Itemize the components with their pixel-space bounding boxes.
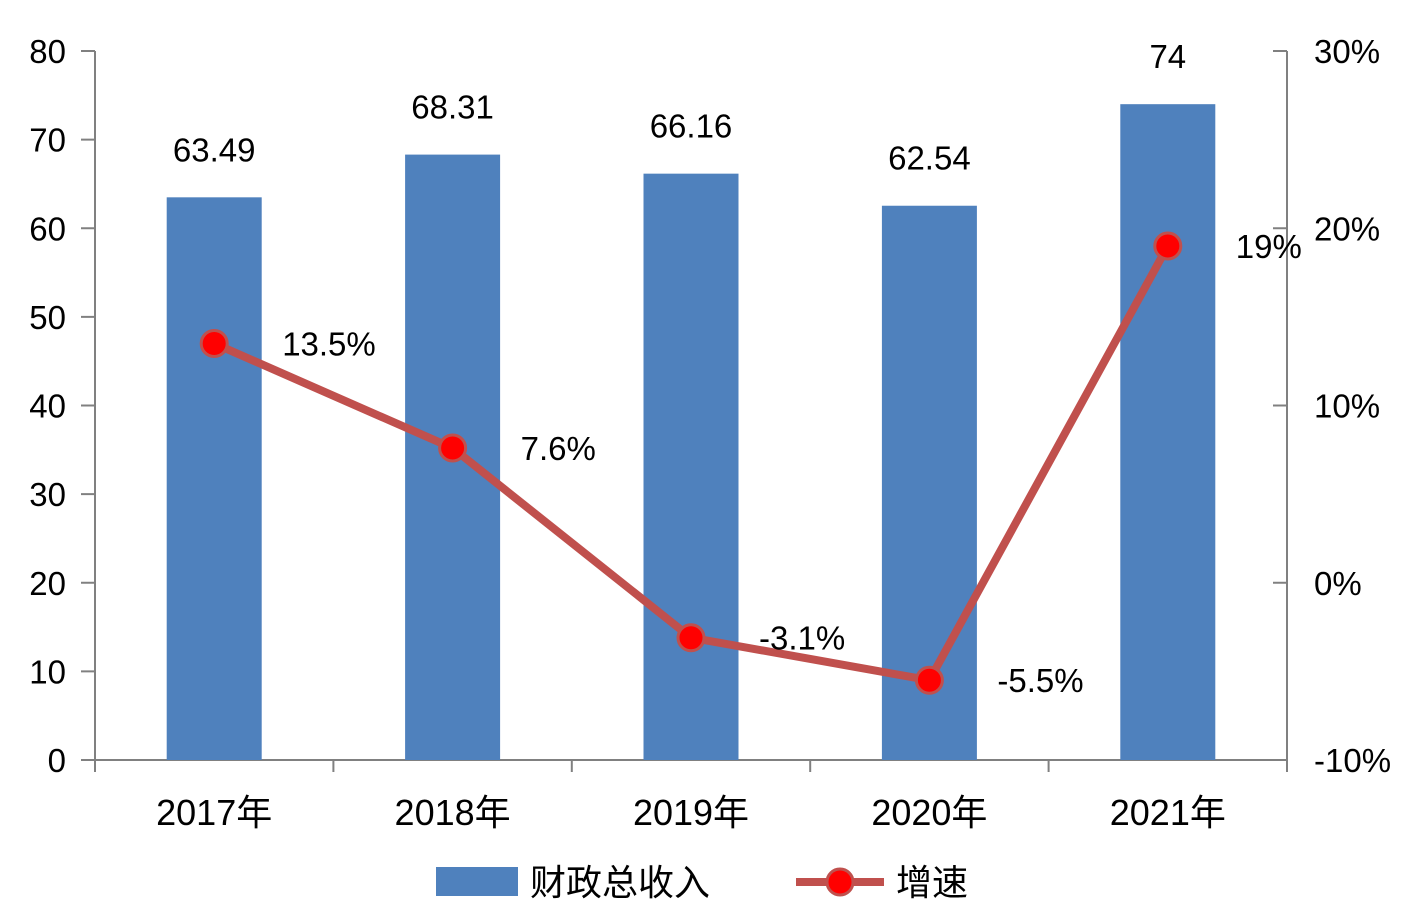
- bar-data-label: 63.49: [173, 131, 256, 168]
- labels-group: 63.49 68.31 66.16 62.54 74 13.5% 7.6% -3.1% -5.5…: [173, 38, 1302, 699]
- y-left-tick-label: 20: [29, 565, 66, 602]
- x-tick-label: 2021年: [1110, 792, 1226, 833]
- x-tick-label: 2020年: [871, 792, 987, 833]
- y-left-tick-label: 80: [29, 33, 66, 70]
- y-left-tick-label: 60: [29, 210, 66, 247]
- line-group: [199, 231, 1183, 695]
- bar: [1120, 104, 1216, 761]
- growth-data-label: -3.1%: [759, 620, 845, 657]
- bar: [166, 197, 262, 760]
- y-left-tick-label: 0: [48, 742, 66, 779]
- axes-group: 0 10 20 30 40 50 60 70 80 -10% 0% 10% 20% 30% 2017年 201…: [29, 33, 1391, 833]
- y-left-tick-label: 10: [29, 653, 66, 690]
- bar-data-label: 74: [1149, 38, 1186, 75]
- legend-label-line: 增速: [896, 862, 968, 903]
- bar-data-label: 62.54: [888, 140, 971, 177]
- growth-point: [914, 665, 944, 695]
- y-right-tick-label: 20%: [1314, 210, 1380, 247]
- growth-data-label: 19%: [1236, 228, 1302, 265]
- growth-point: [676, 623, 706, 653]
- y-left-tick-label: 40: [29, 388, 66, 425]
- growth-point: [1153, 231, 1183, 261]
- x-tick-label: 2017年: [156, 792, 272, 833]
- x-tick-label: 2019年: [633, 792, 749, 833]
- growth-data-label: 7.6%: [521, 430, 596, 467]
- x-tick-label: 2018年: [395, 792, 511, 833]
- legend-swatch-bar: [436, 867, 518, 896]
- growth-data-label: -5.5%: [997, 662, 1083, 699]
- legend-swatch-marker: [825, 867, 855, 897]
- y-right-tick-label: -10%: [1314, 742, 1391, 779]
- y-right-tick-label: 10%: [1314, 388, 1380, 425]
- y-right-tick-label: 30%: [1314, 33, 1380, 70]
- y-left-tick-label: 50: [29, 299, 66, 336]
- growth-point: [199, 328, 229, 358]
- y-left-tick-label: 70: [29, 122, 66, 159]
- y-left-tick-label: 30: [29, 476, 66, 513]
- bar-data-label: 68.31: [411, 89, 494, 126]
- bar: [643, 173, 739, 761]
- y-right-tick-label: 0%: [1314, 565, 1362, 602]
- bar-data-label: 66.16: [650, 108, 733, 145]
- growth-point: [438, 433, 468, 463]
- legend-label-bar: 财政总收入: [530, 862, 710, 903]
- growth-data-label: 13.5%: [282, 325, 376, 362]
- legend: 财政总收入 增速: [436, 862, 968, 903]
